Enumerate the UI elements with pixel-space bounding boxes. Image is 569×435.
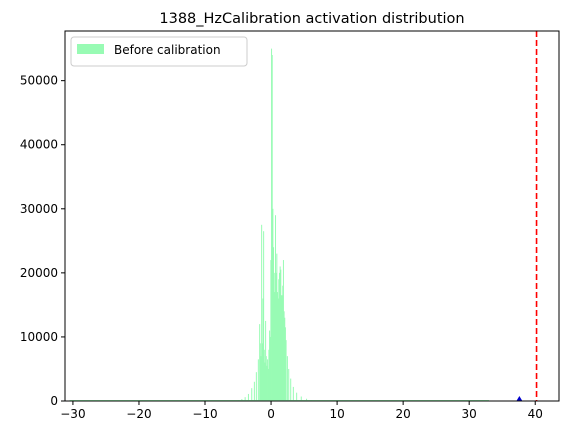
histogram-bar (266, 365, 268, 401)
histogram-bar (290, 378, 292, 401)
histogram-bar (261, 343, 263, 401)
y-tick-label: 20000 (20, 266, 58, 280)
histogram-bar (284, 327, 286, 401)
x-tick-label: 0 (267, 407, 275, 421)
histogram-bar (275, 272, 277, 401)
legend-swatch (77, 44, 104, 54)
histogram-bar (271, 55, 273, 402)
histogram-bar (276, 292, 278, 401)
histogram-bar (306, 398, 308, 401)
histogram-bar (267, 359, 269, 401)
x-tick-label: 20 (395, 407, 410, 421)
histogram-bar (253, 381, 255, 401)
legend-label: Before calibration (114, 43, 221, 57)
histogram-bars (69, 48, 489, 402)
legend: Before calibration (70, 36, 248, 67)
histogram-bar (283, 311, 285, 401)
histogram-bar (255, 372, 257, 401)
histogram-bar (271, 48, 273, 401)
histogram-bar (278, 279, 280, 401)
histogram-bar (288, 368, 290, 401)
y-tick-label: 30000 (20, 202, 58, 216)
y-tick-label: 10000 (20, 330, 58, 344)
histogram-bar (296, 392, 298, 401)
histogram-bar (244, 397, 246, 401)
x-tick-label: −10 (192, 407, 217, 421)
x-tick-label: 40 (528, 407, 543, 421)
triangle-marker (516, 396, 523, 401)
y-axis-ticks: 0 10000 20000 30000 40000 50000 (20, 74, 65, 408)
histogram-bar (268, 349, 270, 401)
histogram-bar (278, 272, 280, 401)
histogram-bar (275, 215, 277, 401)
plot-frame (64, 30, 560, 402)
histogram-bar (257, 359, 259, 401)
histogram-bar (265, 320, 267, 401)
histogram-bar (247, 393, 249, 401)
histogram-bar (261, 224, 263, 401)
histogram-bar (286, 356, 288, 401)
x-tick-label: 10 (329, 407, 344, 421)
histogram-bar (251, 388, 253, 401)
histogram-bar (280, 269, 282, 401)
x-tick-label: −20 (126, 407, 151, 421)
y-tick-label: 0 (50, 394, 58, 408)
histogram-bar (264, 362, 266, 401)
histogram-bar (284, 317, 286, 401)
x-tick-label: −30 (60, 407, 85, 421)
histogram-bar (270, 260, 272, 401)
histogram-bar (273, 247, 275, 401)
histogram-bar (267, 368, 269, 401)
histogram-bar (259, 324, 261, 401)
histogram-bar (272, 208, 274, 401)
histogram-bar (277, 298, 279, 401)
histogram-bar (259, 343, 261, 401)
histogram-bar (269, 336, 271, 401)
histogram-bar (269, 330, 271, 401)
legend-box (70, 36, 248, 67)
histogram-bar (281, 295, 283, 401)
chart-title: 1388_HzCalibration activation distributi… (159, 11, 464, 27)
histogram-bar (292, 386, 294, 401)
histogram-bar (241, 399, 243, 401)
histogram-bar (263, 231, 265, 401)
histogram-bar (273, 272, 275, 401)
histogram-bar (263, 349, 265, 401)
histogram-bar (279, 266, 281, 401)
histogram-bar (276, 253, 278, 401)
annotations (516, 31, 538, 401)
x-tick-label: 30 (462, 407, 477, 421)
histogram-bar (274, 292, 276, 401)
histogram-bar (300, 396, 302, 401)
y-tick-label: 50000 (20, 74, 58, 88)
histogram-bar (265, 356, 267, 401)
histogram-bar (282, 260, 284, 401)
histogram-bar (260, 356, 262, 401)
histogram-bar (282, 285, 284, 401)
x-axis-ticks: −30 −20 −10 0 10 20 30 40 (60, 401, 543, 421)
y-tick-label: 40000 (20, 138, 58, 152)
histogram-bar (262, 298, 264, 401)
histogram-bar (280, 295, 282, 401)
histogram-bar (285, 340, 287, 401)
